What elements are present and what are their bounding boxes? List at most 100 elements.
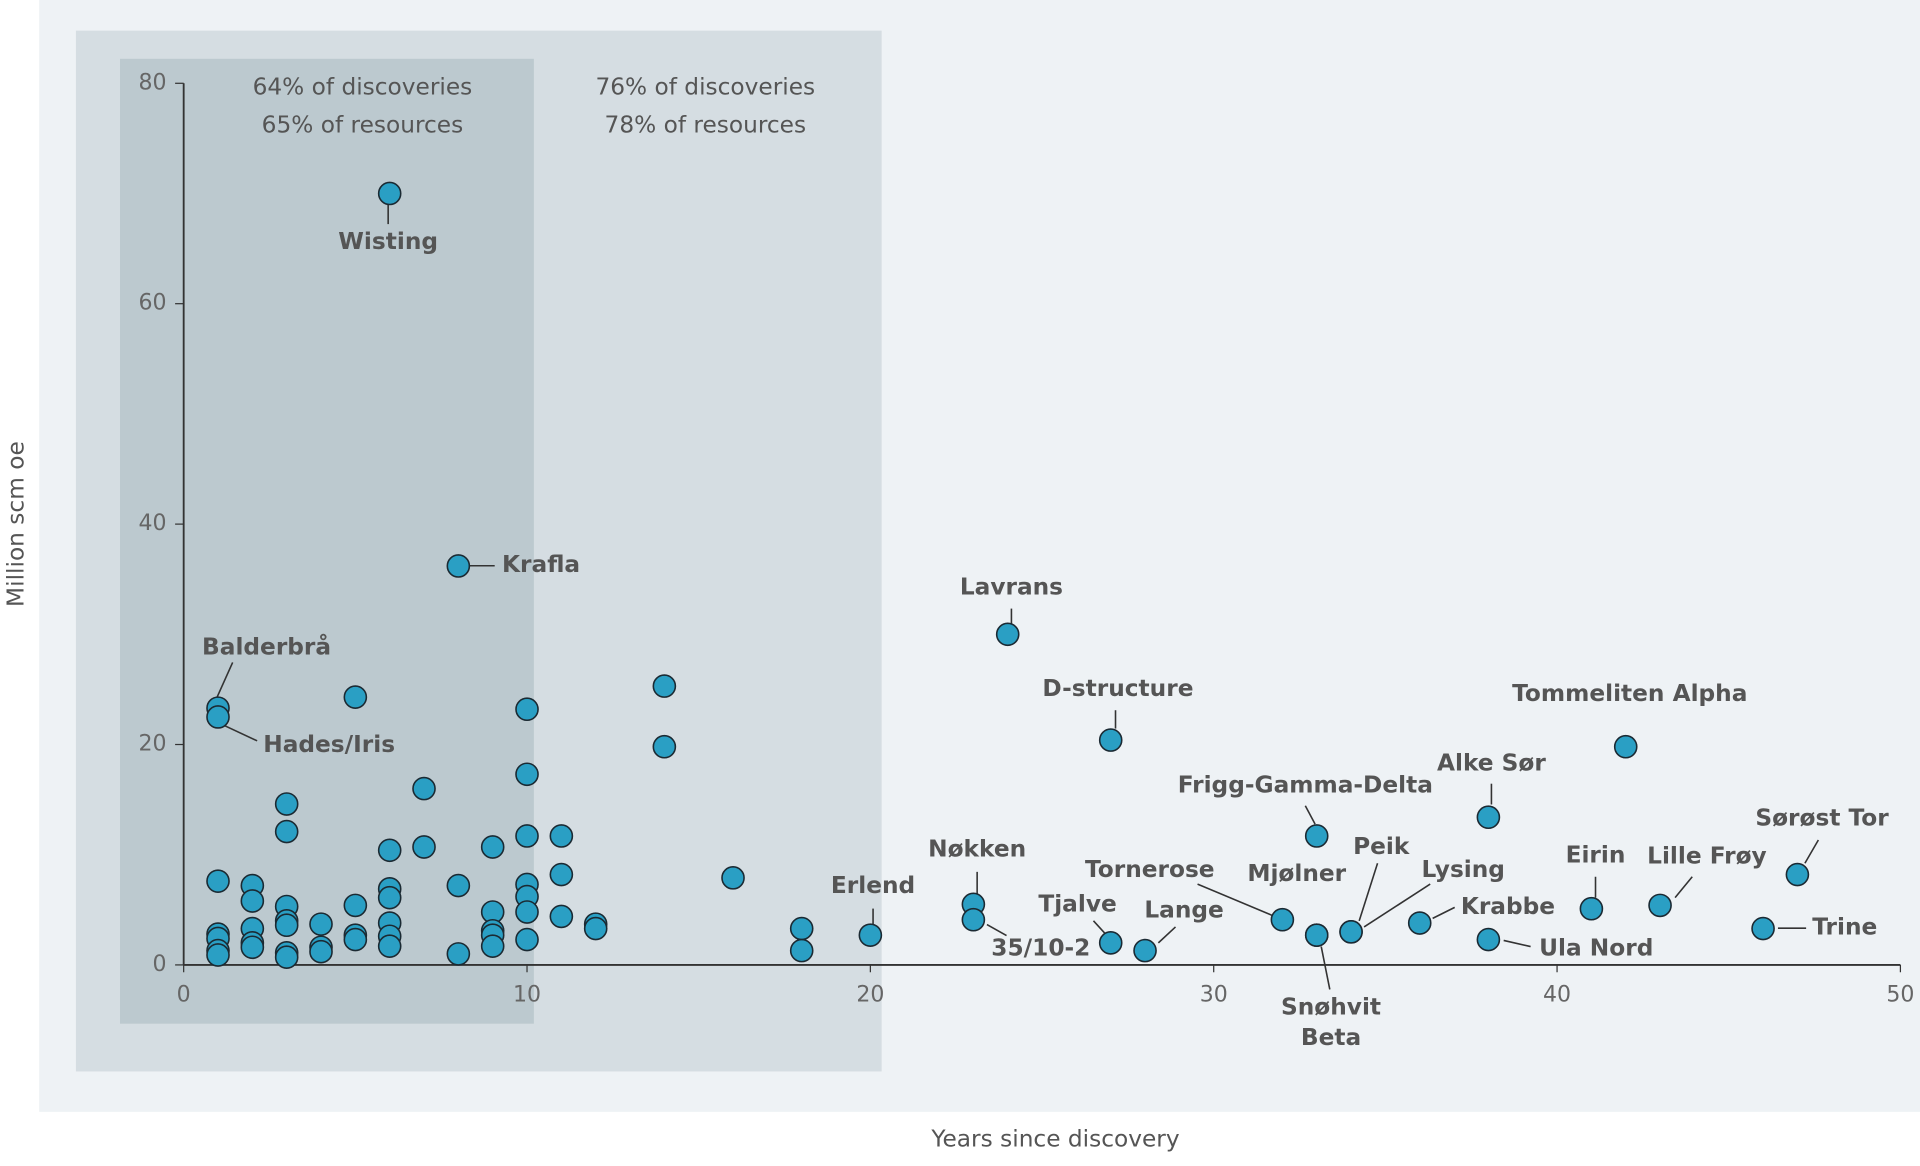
point bbox=[652, 734, 677, 759]
point bbox=[549, 904, 574, 929]
point bbox=[1579, 896, 1604, 921]
point bbox=[343, 927, 368, 952]
point bbox=[515, 824, 539, 848]
point bbox=[1476, 805, 1501, 830]
leader-line bbox=[1320, 946, 1331, 990]
point-label: Beta bbox=[1301, 1024, 1361, 1051]
point bbox=[1098, 931, 1123, 955]
point-label: Lavrans bbox=[960, 573, 1063, 600]
point bbox=[1613, 734, 1638, 759]
point bbox=[309, 939, 333, 964]
point bbox=[377, 181, 402, 206]
point bbox=[240, 889, 265, 913]
point-label: Frigg-Gamma-Delta bbox=[1178, 772, 1433, 799]
y-tick-label: 80 bbox=[138, 70, 166, 95]
point bbox=[343, 893, 368, 918]
leader-line bbox=[1304, 805, 1316, 825]
y-tick-label: 0 bbox=[152, 952, 166, 977]
leader-line bbox=[986, 923, 1007, 937]
point bbox=[789, 916, 814, 941]
leader-line bbox=[1674, 876, 1693, 899]
leader-line bbox=[1804, 839, 1820, 864]
point bbox=[206, 943, 230, 967]
point-label: Erlend bbox=[831, 872, 915, 899]
point-label: Balderbrå bbox=[202, 633, 331, 660]
x-axis-title: Years since discovery bbox=[930, 1126, 1179, 1153]
point-label: Krabbe bbox=[1461, 893, 1555, 920]
annotation: 64% of discoveries bbox=[253, 74, 473, 101]
point bbox=[1098, 728, 1123, 752]
point bbox=[515, 697, 539, 722]
x-tick-label: 30 bbox=[1200, 983, 1228, 1008]
y-tick-label: 60 bbox=[138, 291, 166, 316]
point bbox=[515, 900, 539, 924]
point bbox=[412, 776, 436, 801]
point bbox=[343, 685, 368, 709]
point-label: Snøhvit bbox=[1281, 993, 1381, 1020]
point-label: Mjølner bbox=[1247, 860, 1346, 887]
point-label: Peik bbox=[1353, 833, 1410, 860]
point bbox=[377, 934, 402, 959]
point bbox=[446, 554, 471, 578]
point bbox=[1751, 916, 1775, 941]
point bbox=[1648, 893, 1672, 918]
point-label: Sørøst Tor bbox=[1755, 805, 1889, 832]
point bbox=[1339, 920, 1363, 944]
point bbox=[515, 762, 539, 787]
point bbox=[274, 819, 299, 844]
point bbox=[583, 916, 608, 941]
point-label: Tornerose bbox=[1085, 856, 1215, 883]
point bbox=[480, 835, 505, 859]
point bbox=[412, 835, 436, 859]
point bbox=[1304, 824, 1329, 848]
point bbox=[480, 934, 505, 959]
x-tick-label: 20 bbox=[856, 983, 884, 1008]
point bbox=[995, 622, 1020, 647]
point bbox=[446, 873, 471, 898]
shade-10-years bbox=[120, 58, 534, 1024]
point-label: Lille Frøy bbox=[1647, 843, 1767, 870]
point bbox=[274, 945, 299, 970]
leader-line bbox=[1363, 883, 1431, 928]
point bbox=[1133, 938, 1157, 963]
point-label: Tommeliten Alpha bbox=[1512, 680, 1747, 707]
point bbox=[549, 862, 574, 887]
point bbox=[515, 927, 539, 952]
point bbox=[240, 935, 265, 960]
point-label: Lysing bbox=[1422, 856, 1505, 883]
annotation: 76% of discoveries bbox=[595, 74, 815, 101]
point bbox=[206, 869, 230, 893]
x-tick-label: 40 bbox=[1543, 983, 1571, 1008]
y-tick-label: 20 bbox=[138, 732, 166, 757]
point-label: Tjalve bbox=[1038, 890, 1116, 917]
point-label: Krafla bbox=[502, 551, 580, 578]
point bbox=[789, 938, 814, 963]
point-label: 35/10-2 bbox=[991, 935, 1090, 962]
point bbox=[1785, 862, 1810, 887]
point-label: D-structure bbox=[1042, 675, 1193, 702]
point bbox=[549, 824, 574, 848]
point bbox=[377, 885, 402, 910]
leader-line bbox=[220, 722, 258, 742]
point-label: Eirin bbox=[1566, 841, 1626, 868]
point bbox=[274, 792, 299, 816]
annotation: 65% of resources bbox=[262, 112, 464, 139]
point-label: Nøkken bbox=[928, 835, 1026, 862]
point-label: Hades/Iris bbox=[263, 731, 395, 758]
x-tick-label: 0 bbox=[177, 983, 191, 1008]
annotation: 78% of resources bbox=[605, 112, 807, 139]
point bbox=[274, 913, 299, 938]
point bbox=[858, 923, 883, 947]
point-label: Wisting bbox=[338, 228, 438, 255]
point-label: Alke Sør bbox=[1437, 750, 1546, 777]
leader-line bbox=[1197, 883, 1274, 917]
point-label: Trine bbox=[1812, 914, 1877, 941]
point-label: Lange bbox=[1144, 897, 1223, 924]
leader-line bbox=[1503, 939, 1531, 948]
point-label: Ula Nord bbox=[1539, 935, 1653, 962]
point bbox=[1407, 911, 1432, 935]
y-tick-label: 40 bbox=[138, 511, 166, 536]
point bbox=[309, 912, 333, 936]
point bbox=[721, 866, 745, 890]
